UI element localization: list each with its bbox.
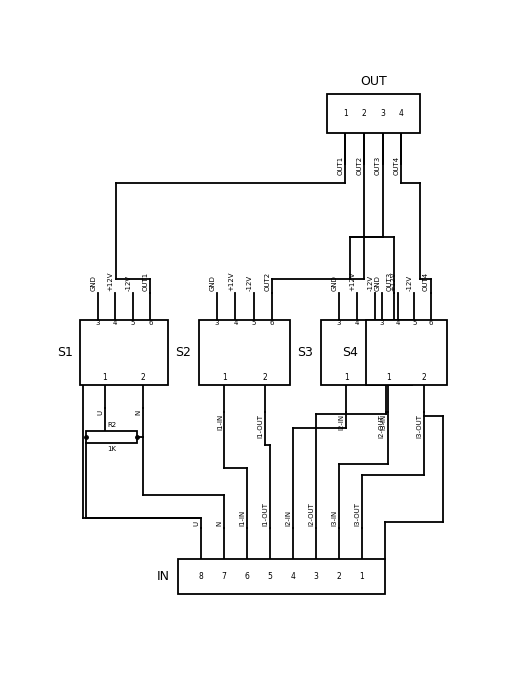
Text: -12V: -12V <box>367 275 373 291</box>
Text: 1: 1 <box>359 572 364 581</box>
Text: 4: 4 <box>290 572 295 581</box>
Text: I2-OUT: I2-OUT <box>308 502 314 526</box>
Text: R2: R2 <box>107 422 116 428</box>
Text: 3: 3 <box>379 320 383 326</box>
Text: 6: 6 <box>391 320 395 326</box>
Text: I1-OUT: I1-OUT <box>262 502 268 526</box>
Text: S4: S4 <box>341 346 357 359</box>
Text: 4: 4 <box>233 320 237 326</box>
Text: 1: 1 <box>102 373 107 382</box>
Text: 1: 1 <box>222 373 226 382</box>
Text: 5: 5 <box>412 320 416 326</box>
Text: OUT2: OUT2 <box>264 272 270 291</box>
Text: +12V: +12V <box>349 272 355 291</box>
Text: 4: 4 <box>354 320 359 326</box>
Text: 3: 3 <box>379 109 384 118</box>
Text: 6: 6 <box>148 320 153 326</box>
Text: 2: 2 <box>421 373 426 382</box>
Text: -12V: -12V <box>125 275 131 291</box>
Text: 2: 2 <box>141 373 145 382</box>
Text: 1: 1 <box>385 373 390 382</box>
Text: 1: 1 <box>342 109 347 118</box>
Text: OUT1: OUT1 <box>142 272 148 291</box>
Text: OUT: OUT <box>359 75 386 88</box>
Text: 6: 6 <box>269 320 274 326</box>
Text: 2: 2 <box>383 373 388 382</box>
Text: 5: 5 <box>251 320 256 326</box>
Bar <box>326 94 419 133</box>
Text: 3: 3 <box>336 320 340 326</box>
Text: OUT2: OUT2 <box>356 156 362 175</box>
Text: I3-IN: I3-IN <box>380 414 386 430</box>
Text: GND: GND <box>374 276 379 291</box>
Text: 6: 6 <box>244 572 249 581</box>
Text: 1K: 1K <box>107 446 116 452</box>
Text: 5: 5 <box>373 320 377 326</box>
Bar <box>86 431 137 443</box>
Text: 4: 4 <box>395 320 399 326</box>
Text: 6: 6 <box>428 320 432 326</box>
Text: 2: 2 <box>336 572 340 581</box>
Text: I1-OUT: I1-OUT <box>257 414 263 438</box>
Text: 5: 5 <box>130 320 135 326</box>
Text: N: N <box>135 410 141 415</box>
Text: IN: IN <box>157 570 170 583</box>
Text: 1: 1 <box>343 373 348 382</box>
Bar <box>178 559 384 594</box>
Text: +12V: +12V <box>227 272 233 291</box>
Text: 2: 2 <box>262 373 267 382</box>
Text: I3-IN: I3-IN <box>331 510 337 526</box>
Text: S2: S2 <box>175 346 191 359</box>
Text: I3-OUT: I3-OUT <box>416 414 422 438</box>
Text: 7: 7 <box>221 572 226 581</box>
Text: I3-OUT: I3-OUT <box>354 502 360 526</box>
Text: S1: S1 <box>57 346 72 359</box>
Text: OUT4: OUT4 <box>393 156 399 175</box>
Text: 5: 5 <box>267 572 272 581</box>
Text: +12V: +12V <box>390 272 396 291</box>
Text: +12V: +12V <box>108 272 114 291</box>
Text: -12V: -12V <box>406 275 412 291</box>
Text: 4: 4 <box>398 109 403 118</box>
Text: U: U <box>193 521 199 526</box>
Text: 8: 8 <box>198 572 203 581</box>
Text: 3: 3 <box>215 320 219 326</box>
Bar <box>365 320 446 385</box>
Text: GND: GND <box>209 276 215 291</box>
Text: U: U <box>97 410 103 415</box>
Bar <box>198 320 290 385</box>
Text: 3: 3 <box>95 320 100 326</box>
Text: I1-IN: I1-IN <box>217 414 223 430</box>
Text: OUT4: OUT4 <box>422 272 428 291</box>
Text: GND: GND <box>90 276 96 291</box>
Text: -12V: -12V <box>246 275 251 291</box>
Text: N: N <box>216 521 222 526</box>
Text: I2-OUT: I2-OUT <box>378 414 384 438</box>
Bar <box>320 320 411 385</box>
Text: OUT1: OUT1 <box>337 156 343 175</box>
Bar <box>80 320 168 385</box>
Text: 3: 3 <box>313 572 318 581</box>
Text: OUT3: OUT3 <box>374 156 380 175</box>
Text: I1-IN: I1-IN <box>239 510 245 526</box>
Text: I2-IN: I2-IN <box>338 414 344 430</box>
Text: 2: 2 <box>361 109 366 118</box>
Text: GND: GND <box>331 276 337 291</box>
Text: I2-IN: I2-IN <box>285 510 291 526</box>
Text: S3: S3 <box>296 346 312 359</box>
Text: 4: 4 <box>113 320 117 326</box>
Text: OUT3: OUT3 <box>385 272 391 291</box>
